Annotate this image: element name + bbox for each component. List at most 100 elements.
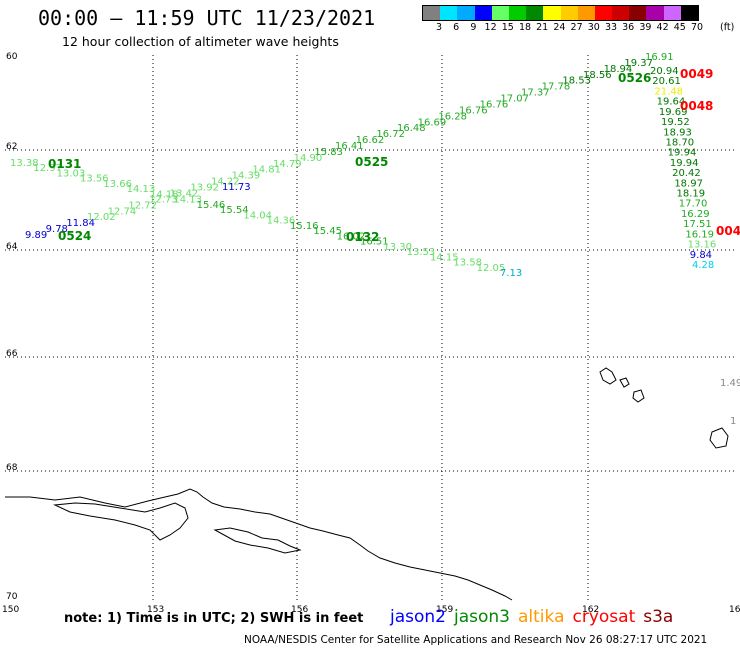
swh-value-northeast: 16.72 [376,129,405,140]
lat-label: 60 [6,52,18,62]
color-swatch [474,6,492,20]
color-swatch [526,6,544,20]
pass-labels: 0131 0524 0525 0132 0526 0049 0048 004 [48,67,740,244]
color-swatch [663,6,681,20]
map-title: 00:00 – 11:59 UTC 11/23/2021 [38,6,376,30]
color-scale-tick: 24 [553,22,566,33]
pass-label: 0131 [48,157,81,171]
color-swatch [629,6,647,20]
color-scale-tick: 36 [622,22,635,33]
pass-label: 0524 [58,229,91,243]
lon-label: 156 [291,605,308,615]
swh-value-northeast: 14.22 [211,177,240,188]
swh-value-vertical: 18.93 [663,127,692,138]
color-swatch [680,6,698,20]
swh-value-vertical: 13.16 [688,240,717,251]
color-scale-tick: 30 [587,22,600,33]
swh-value-northeast: 16.62 [356,135,385,146]
lon-label: 165 [729,605,740,615]
swh-value-northeast: 18.56 [583,70,612,81]
swh-value-southeast: 13.53 [407,247,436,258]
swh-value-southeast: 16.51 [360,237,389,248]
swh-value-southeast: 12.97 [33,163,62,174]
pass-label: 0132 [346,230,379,244]
swh-value-vertical: 19.64 [657,97,686,108]
swh-value-vertical: 20.42 [672,168,701,179]
lat-lon-grid [5,55,735,600]
swh-value-northeast: 16.69 [418,117,447,128]
swh-value-southeast: 15.46 [197,200,226,211]
swh-value-vertical: 19.69 [659,107,688,118]
legend-jason2: jason2 [390,607,446,627]
lon-label: 162 [582,605,599,615]
island-outline [53,502,189,541]
swh-value-southeast: 14.18 [150,189,179,200]
lon-label: 153 [147,605,164,615]
coastline [5,367,729,601]
swh-value-vertical: 17.70 [679,199,708,210]
color-swatch [543,6,561,20]
swh-value-northeast: 16.28 [438,111,467,122]
color-swatch [457,6,475,20]
color-scale-tick: 6 [453,22,460,33]
island-east-2 [619,377,630,388]
color-scale-tick: 18 [518,22,532,33]
map-subtitle: 12 hour collection of altimeter wave hei… [62,34,339,49]
swh-value-northeast: 9.78 [46,224,68,235]
color-scale-bar [422,5,699,21]
color-scale-tick: 15 [501,22,514,33]
swh-value-east: 1.49 [720,378,740,389]
note-text: note: 1) Time is in UTC; 2) SWH is in fe… [64,611,364,626]
color-scale-tick: 45 [673,22,686,33]
swh-value-northeast: 17.37 [521,88,550,99]
mainland-coastline [5,488,513,601]
swh-value-southeast: 14.13 [173,195,202,206]
swh-value-southeast: 15.16 [290,221,319,232]
swh-value-northeast: 16.41 [335,141,364,152]
axis-labels: 60 62 64 66 68 70 150 153 156 159 162 165 [2,52,740,615]
lat-label: 70 [6,592,18,602]
swh-value-northeast: 12.72 [128,200,157,211]
color-swatch [440,6,458,20]
swh-value-southeast: 16.02 [337,231,366,242]
swh-value-southeast: 12.05 [477,263,506,274]
pass-label: 0525 [355,155,388,169]
swh-value-vertical: 16.29 [681,209,710,220]
swh-value-vertical: 19.94 [670,158,699,169]
swh-value-vertical: 17.51 [683,219,712,230]
swh-value-southeast: 13.56 [80,174,109,185]
color-swatch [491,6,509,20]
swh-value-vertical: 20.61 [652,76,681,87]
color-swatch [508,6,527,20]
color-scale-tick: 70 [690,22,704,33]
lat-label: 64 [6,242,18,252]
swh-value-vertical: 16.19 [685,229,714,240]
color-scale-tick: 33 [604,22,618,33]
color-swatch [594,6,613,20]
color-scale-unit: (ft) [720,22,735,33]
swh-value-northeast: 12.74 [108,206,137,217]
swh-value-vertical: 19.52 [661,117,690,128]
color-swatch [423,6,441,20]
legend-s3a: s3a [643,607,674,627]
swh-value-vertical: 20.94 [650,66,679,77]
swh-value-northeast: 16.91 [645,52,674,63]
pass-label: 004 [716,224,740,238]
swh-value-vertical: 9.84 [690,250,712,261]
swh-value-northeast: 14.81 [252,165,281,176]
swh-value-southeast: 14.13 [127,184,156,195]
swh-value-northeast: 17.78 [542,82,571,93]
swh-value-northeast: 14.39 [232,171,261,182]
lat-label: 68 [6,463,18,473]
swh-value-southeast: 7.13 [500,268,522,279]
swh-value-vertical: 18.19 [677,189,706,200]
swh-value-northeast: 18.94 [604,64,633,75]
swh-value-northeast: 13.42 [170,188,199,199]
color-scale-tick: 21 [536,22,549,33]
legend-cryosat: cryosat [572,607,636,627]
lon-label: 150 [2,605,19,615]
swh-value-east: 1 [730,416,736,427]
swh-value-southeast: 13.38 [10,158,39,169]
swh-value-northeast: 12.73 [149,194,178,205]
